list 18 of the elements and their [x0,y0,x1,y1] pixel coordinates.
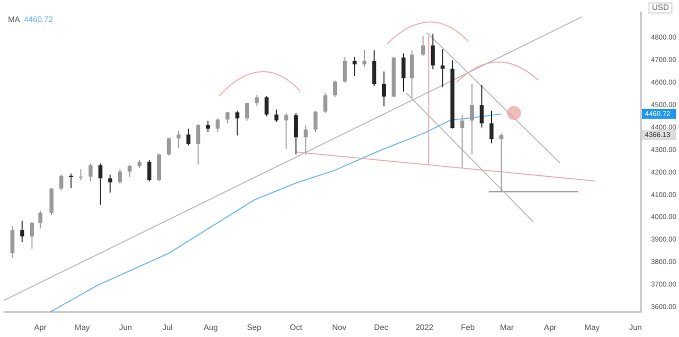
x-tick-label: 2022 [416,323,434,332]
text: USD [652,3,670,12]
x-tick-label: Oct [290,323,303,332]
x-tick-label: Feb [460,323,476,332]
x-tick-label: May [74,323,90,332]
x-tick-label: Mar [500,323,514,332]
x-tick-label: Jul [162,323,173,332]
x-tick-label: Aug [204,323,218,332]
x-tick-label: Jun [119,323,132,332]
x-tick-label: Jun [628,323,642,332]
x-tick-label: Apr [34,323,47,332]
x-tick-label: May [584,323,600,332]
x-tick-label: Dec [374,323,388,332]
x-tick-label: Apr [544,323,557,332]
text: MA [8,15,21,24]
annotation: 4460.72 [24,15,54,24]
x-tick-label: Sep [246,323,262,332]
x-tick-label: Nov [332,323,346,332]
